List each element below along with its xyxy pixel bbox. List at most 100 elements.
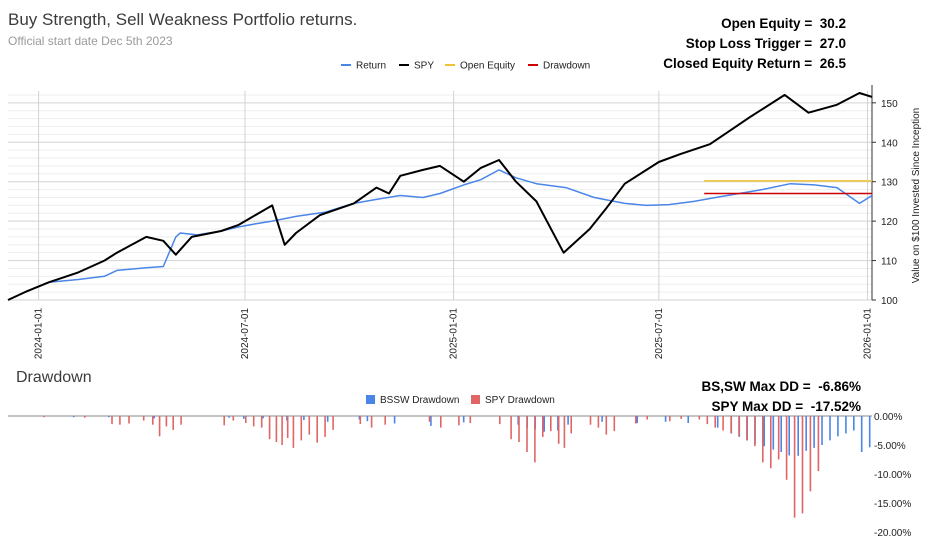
bssw-drawdown-bar	[716, 416, 719, 428]
spy-drawdown-bar	[801, 416, 804, 514]
spy-drawdown-bar	[605, 416, 608, 435]
bssw-drawdown-bar	[797, 416, 799, 456]
bssw-drawdown-bar	[543, 416, 545, 432]
bssw-drawdown-bar	[72, 416, 75, 418]
stat-closed-equity-return: Closed Equity Return = 26.5	[663, 56, 846, 71]
legend-label: BSSW Drawdown	[380, 395, 459, 406]
bssw-drawdown-bar	[153, 416, 155, 419]
bssw-drawdown-bar	[557, 416, 559, 431]
spy-drawdown-bar	[730, 416, 732, 434]
legend-label: SPY Drawdown	[485, 395, 555, 406]
spy-drawdown-bar	[275, 416, 278, 443]
bssw-drawdown-bar	[393, 416, 396, 424]
spy-drawdown-bar	[635, 416, 637, 424]
stats-top-panel: Open Equity = 30.2 Stop Loss Trigger = 2…	[663, 14, 846, 74]
spy-drawdown-bar	[308, 416, 311, 435]
spy-drawdown-bar	[260, 416, 263, 428]
bssw-drawdown-bar	[687, 416, 689, 423]
spy-drawdown-bar	[359, 416, 362, 425]
bssw-drawdown-bar	[853, 416, 855, 431]
spy-drawdown-bar	[557, 416, 560, 444]
x-tick-label: 2025-07-01	[654, 308, 665, 360]
stat-spy-max-dd: SPY Max DD = -17.52%	[711, 399, 861, 414]
legend-label: Open Equity	[460, 61, 515, 72]
spy-drawdown-bar	[809, 416, 812, 492]
bssw-drawdown-bar	[845, 416, 847, 434]
bssw-drawdown-bar	[358, 416, 361, 420]
spy-drawdown-bar	[458, 416, 460, 426]
y-tick-label: 140	[881, 138, 898, 149]
spy-drawdown-bar	[316, 416, 318, 443]
bssw-drawdown-bar	[326, 416, 329, 422]
spy-drawdown-bar	[550, 416, 552, 432]
spy-drawdown-bar	[384, 416, 386, 425]
x-tick-label: 2024-01-01	[34, 308, 45, 360]
bssw-drawdown-bar	[763, 416, 765, 447]
spy-drawdown-bar	[542, 416, 544, 437]
bssw-drawdown-bar	[567, 416, 569, 425]
y-tick-label: 110	[881, 257, 897, 268]
y-tick-label: 120	[881, 217, 898, 228]
y-axis-label: Value on $100 Invested Since Inception	[911, 108, 922, 284]
spy-drawdown-bar	[563, 416, 566, 448]
spy-drawdown-bar	[646, 416, 648, 420]
spy-drawdown-bar	[165, 416, 168, 427]
spy-drawdown-bar	[245, 416, 247, 423]
spy-drawdown-bar	[785, 416, 788, 480]
spy-drawdown-bar	[268, 416, 271, 440]
spy-drawdown-bar	[722, 416, 724, 431]
spy-drawdown-bar	[510, 416, 512, 440]
spy-drawdown-bar	[589, 416, 592, 425]
spy-drawdown-bar	[252, 416, 255, 427]
spy-drawdown-bar	[534, 416, 536, 463]
bssw-drawdown-bar	[788, 416, 790, 456]
bssw-drawdown-bar	[462, 416, 465, 423]
spy-drawdown-bar	[698, 416, 701, 420]
bssw-drawdown-bar	[868, 416, 871, 448]
x-tick-label: 2025-01-01	[449, 308, 460, 360]
y-tick-label: 150	[881, 99, 898, 110]
bssw-drawdown-bar	[860, 416, 863, 452]
drawdown-y-tick-label: -10.00%	[874, 470, 911, 481]
spy-drawdown-bar	[440, 416, 442, 428]
spy-drawdown-bar	[817, 416, 820, 472]
spy-drawdown-bar	[680, 416, 682, 419]
spy-drawdown-bar	[762, 416, 764, 463]
spy-drawdown-bar	[597, 416, 600, 428]
bssw-drawdown-bar	[772, 416, 775, 450]
return-line	[7, 169, 873, 301]
spy-drawdown-bar	[526, 416, 528, 452]
spy-drawdown-bar	[111, 416, 113, 425]
spy-drawdown-bar	[770, 416, 772, 469]
bssw-drawdown-bar	[805, 416, 807, 451]
spy-drawdown-bar	[613, 416, 616, 432]
legend-label: Return	[356, 61, 386, 72]
spy-drawdown-bar	[300, 416, 303, 441]
x-tick-label: 2026-01-01	[862, 308, 873, 360]
spy-drawdown-bar	[232, 416, 235, 421]
spy-drawdown-bar	[777, 416, 780, 460]
bssw-drawdown-bar	[780, 416, 782, 452]
legend-label: SPY	[414, 61, 434, 72]
legend-label: Drawdown	[543, 61, 590, 72]
spy-drawdown-bar	[499, 416, 501, 425]
spy-drawdown-bar	[706, 416, 709, 425]
spy-drawdown-bar	[754, 416, 756, 447]
drawdown-y-tick-label: -5.00%	[874, 441, 906, 452]
legend-swatch	[366, 395, 375, 404]
spy-drawdown-bar	[43, 416, 45, 418]
bssw-drawdown-bar	[636, 416, 638, 423]
spy-drawdown-bar	[281, 416, 283, 445]
drawdown-y-tick-label: 0.00%	[874, 412, 902, 423]
bssw-drawdown-bar	[664, 416, 667, 422]
stat-open-equity: Open Equity = 30.2	[721, 16, 846, 31]
spy-drawdown-bar	[469, 416, 472, 423]
spy-drawdown-bar	[428, 416, 431, 422]
spy-drawdown-bar	[152, 416, 154, 425]
x-tick-label: 2024-07-01	[240, 308, 251, 360]
spy-drawdown-bar	[370, 416, 373, 428]
stats-bottom-panel: BS,SW Max DD = -6.86% SPY Max DD = -17.5…	[702, 377, 861, 417]
drawdown-y-tick-label: -20.00%	[874, 528, 911, 539]
spy-line	[7, 92, 873, 301]
bssw-drawdown-bar	[262, 416, 264, 419]
